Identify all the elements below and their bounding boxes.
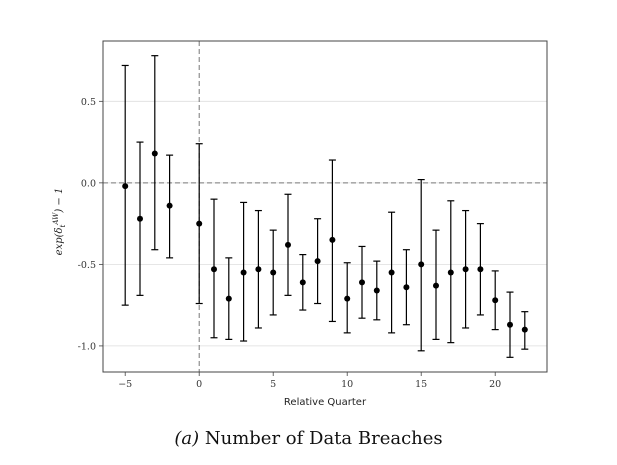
point-estimate: [240, 269, 247, 276]
point-estimate: [299, 279, 306, 286]
y-tick-label: -0.5: [78, 260, 96, 271]
point-estimate: [225, 295, 232, 302]
errorbars-layer: [121, 55, 529, 358]
point-estimate: [255, 266, 262, 273]
x-tick-label: 0: [196, 379, 202, 390]
point-estimate: [166, 202, 173, 209]
x-axis-label: Relative Quarter: [284, 397, 367, 408]
ticks-layer: −5 0 5 10 15 20 0.5 0.0 -0.5 -1.0: [78, 97, 502, 390]
point-estimate: [196, 220, 203, 227]
x-tick-label: 5: [270, 379, 276, 390]
x-tick-label: 15: [415, 379, 427, 390]
point-estimate: [403, 284, 410, 291]
x-tick-label: 10: [341, 379, 353, 390]
point-estimate: [492, 297, 499, 304]
x-tick-label: 20: [489, 379, 501, 390]
y-tick-label: 0.0: [81, 178, 96, 189]
point-estimate: [329, 236, 336, 243]
point-estimate: [137, 215, 143, 222]
point-estimate: [388, 269, 395, 276]
points-layer: [122, 150, 528, 333]
point-estimate: [151, 150, 158, 157]
point-estimate: [373, 287, 380, 294]
point-estimate: [314, 258, 321, 265]
caption-text: Number of Data Breaches: [204, 428, 443, 449]
point-estimate: [462, 266, 469, 273]
point-estimate: [477, 266, 484, 273]
point-estimate: [447, 269, 454, 276]
point-estimate: [359, 279, 365, 286]
point-estimate: [211, 266, 217, 273]
x-tick-label: −5: [118, 379, 132, 390]
point-estimate: [122, 183, 129, 190]
point-estimate: [433, 282, 439, 289]
y-axis-label: exp(δtAW) − 1: [52, 188, 67, 256]
figure-caption: (a) Number of Data Breaches: [0, 428, 617, 449]
caption-prefix: (a): [174, 428, 200, 449]
point-estimate: [521, 326, 528, 333]
y-tick-label: 0.5: [81, 97, 96, 108]
point-estimate: [285, 241, 291, 248]
point-estimate: [507, 321, 513, 328]
plot-frame: [102, 40, 548, 373]
reference-lines: [103, 41, 547, 372]
point-estimate: [418, 261, 425, 268]
y-tick-label: -1.0: [78, 341, 96, 352]
point-estimate: [344, 295, 351, 302]
point-estimate: [270, 269, 277, 276]
